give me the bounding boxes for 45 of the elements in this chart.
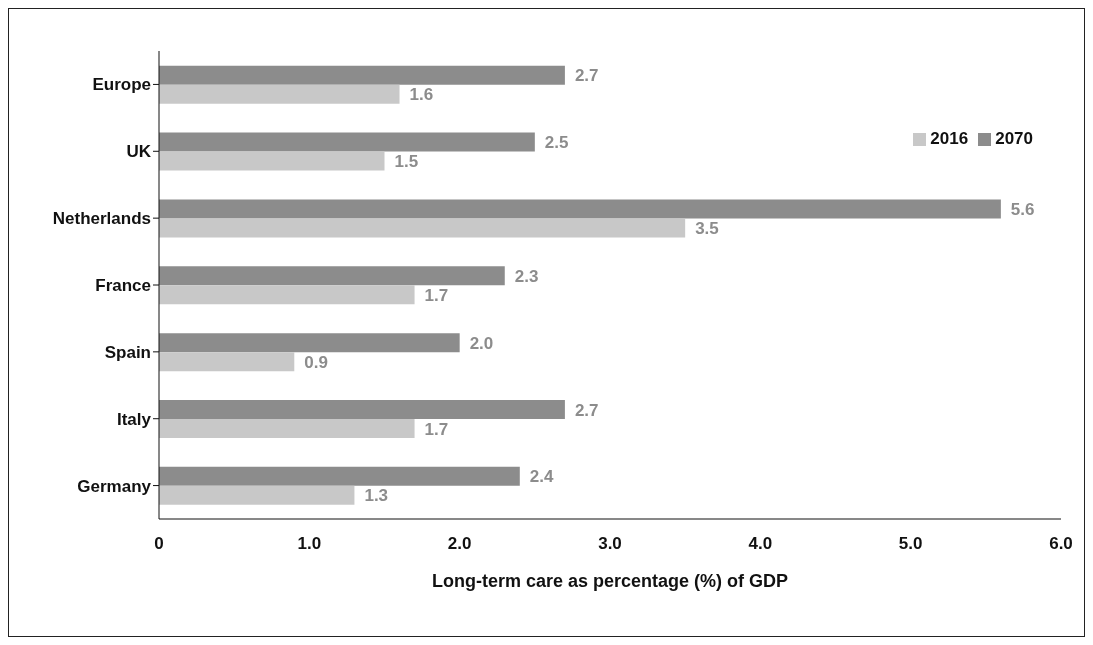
- bar: [159, 285, 415, 305]
- x-tick-label: 0: [154, 534, 164, 554]
- legend-label: 2070: [995, 129, 1033, 148]
- data-label: 1.6: [409, 85, 434, 105]
- y-tick-label: Spain: [104, 342, 151, 362]
- bar: [159, 466, 520, 486]
- x-tick-label: 4.0: [748, 534, 773, 554]
- data-label: 2.5: [544, 133, 569, 153]
- data-label: 1.7: [424, 285, 449, 305]
- data-label: 2.7: [574, 400, 599, 420]
- y-tick-label: Europe: [92, 75, 151, 95]
- bar: [159, 399, 565, 419]
- data-label: 2.3: [514, 266, 539, 286]
- bar: [159, 199, 1001, 219]
- x-tick-label: 3.0: [598, 534, 622, 554]
- y-tick-label: Netherlands: [52, 209, 151, 229]
- bar: [159, 218, 686, 238]
- data-label: 2.0: [469, 333, 494, 353]
- x-tick-label: 5.0: [898, 534, 923, 554]
- x-axis-title: Long-term care as percentage (%) of GDP: [431, 571, 789, 591]
- data-label: 2.7: [574, 66, 599, 86]
- bar: [159, 65, 565, 85]
- bar: [159, 132, 535, 152]
- data-label: 0.9: [304, 352, 328, 372]
- bar: [159, 151, 385, 171]
- bar: [159, 266, 505, 286]
- y-tick-label: France: [95, 276, 151, 296]
- bar: [159, 418, 415, 438]
- data-label: 1.5: [394, 152, 419, 172]
- x-tick-label: 1.0: [297, 534, 322, 554]
- data-label: 5.6: [1010, 199, 1035, 219]
- bar: [159, 352, 295, 372]
- bar: [159, 84, 400, 104]
- bar: [159, 485, 355, 505]
- y-tick-label: Italy: [116, 409, 152, 429]
- data-label: 1.3: [364, 486, 389, 506]
- x-tick-label: 6.0: [1049, 534, 1073, 554]
- x-tick-label: 2.0: [447, 534, 472, 554]
- legend-label: 2016: [930, 129, 969, 148]
- bar: [159, 333, 460, 353]
- y-tick-label: UK: [126, 142, 152, 162]
- data-label: 2.4: [529, 467, 554, 487]
- data-label: 1.7: [424, 419, 449, 439]
- data-label: 3.5: [695, 218, 719, 238]
- y-tick-label: Germany: [77, 476, 152, 496]
